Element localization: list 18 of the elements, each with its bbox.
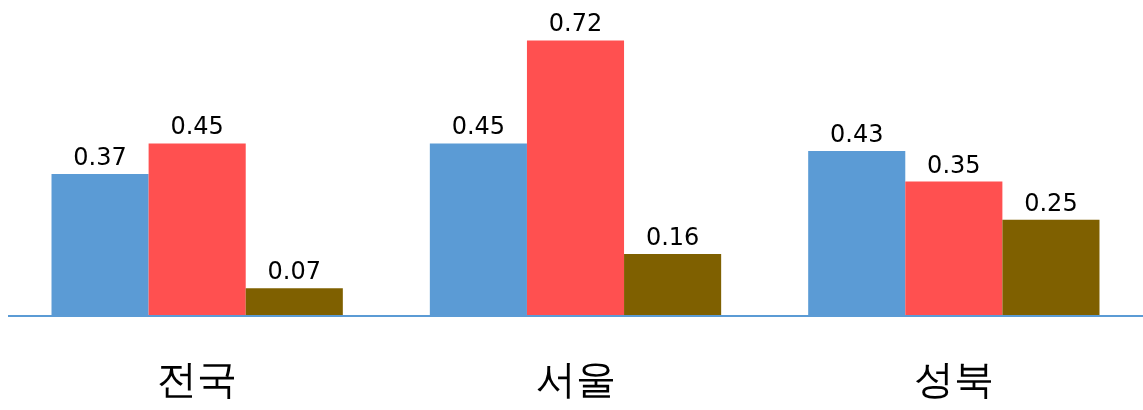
bar: [1002, 219, 1100, 315]
data-label: 0.37: [73, 142, 127, 171]
bar: [245, 288, 343, 315]
data-label: 0.07: [267, 257, 321, 286]
data-label: 0.72: [548, 9, 603, 38]
x-tick-label: 서울: [535, 356, 616, 402]
data-label: 0.45: [170, 112, 224, 141]
data-label: 0.35: [927, 150, 981, 179]
data-label: 0.43: [830, 120, 884, 149]
bar: [148, 143, 246, 315]
x-tick-label: 전국: [157, 356, 238, 402]
data-label: 0.25: [1024, 188, 1078, 217]
data-label: 0.16: [645, 222, 700, 251]
data-label: 0.45: [451, 112, 506, 141]
bar: [624, 253, 722, 315]
bar: [905, 181, 1003, 315]
bar: [526, 40, 625, 315]
x-tick-label: 성북: [913, 356, 994, 402]
